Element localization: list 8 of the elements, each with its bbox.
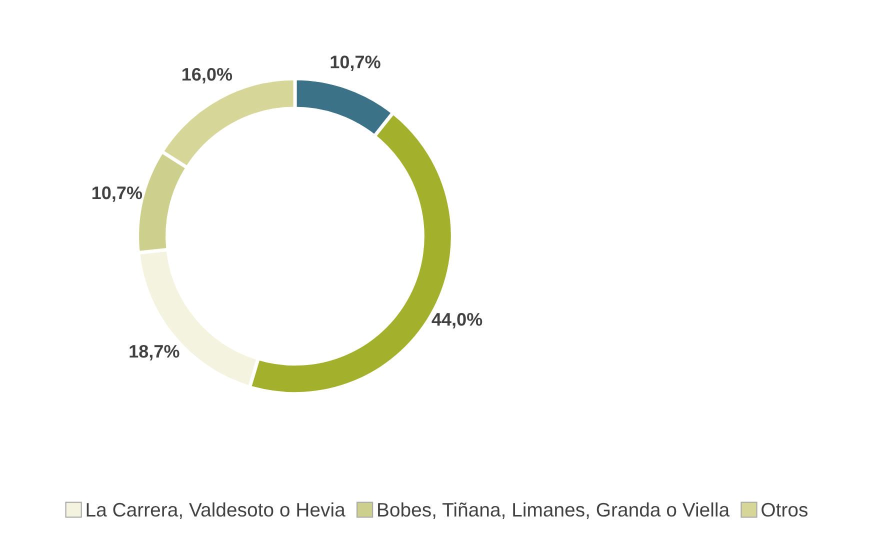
legend-label: Bobes, Tiñana, Limanes, Granda o Viella [378,502,730,519]
data-label: 10,7% [92,186,142,202]
legend-label: Otros [762,502,808,517]
data-label: 10,7% [330,56,380,71]
data-label: 16,0% [182,68,232,84]
legend-label: La Carrera, Valdesoto o Hevia [86,502,346,519]
data-label: 44,0% [432,312,482,328]
data-label: 18,7% [130,344,180,360]
